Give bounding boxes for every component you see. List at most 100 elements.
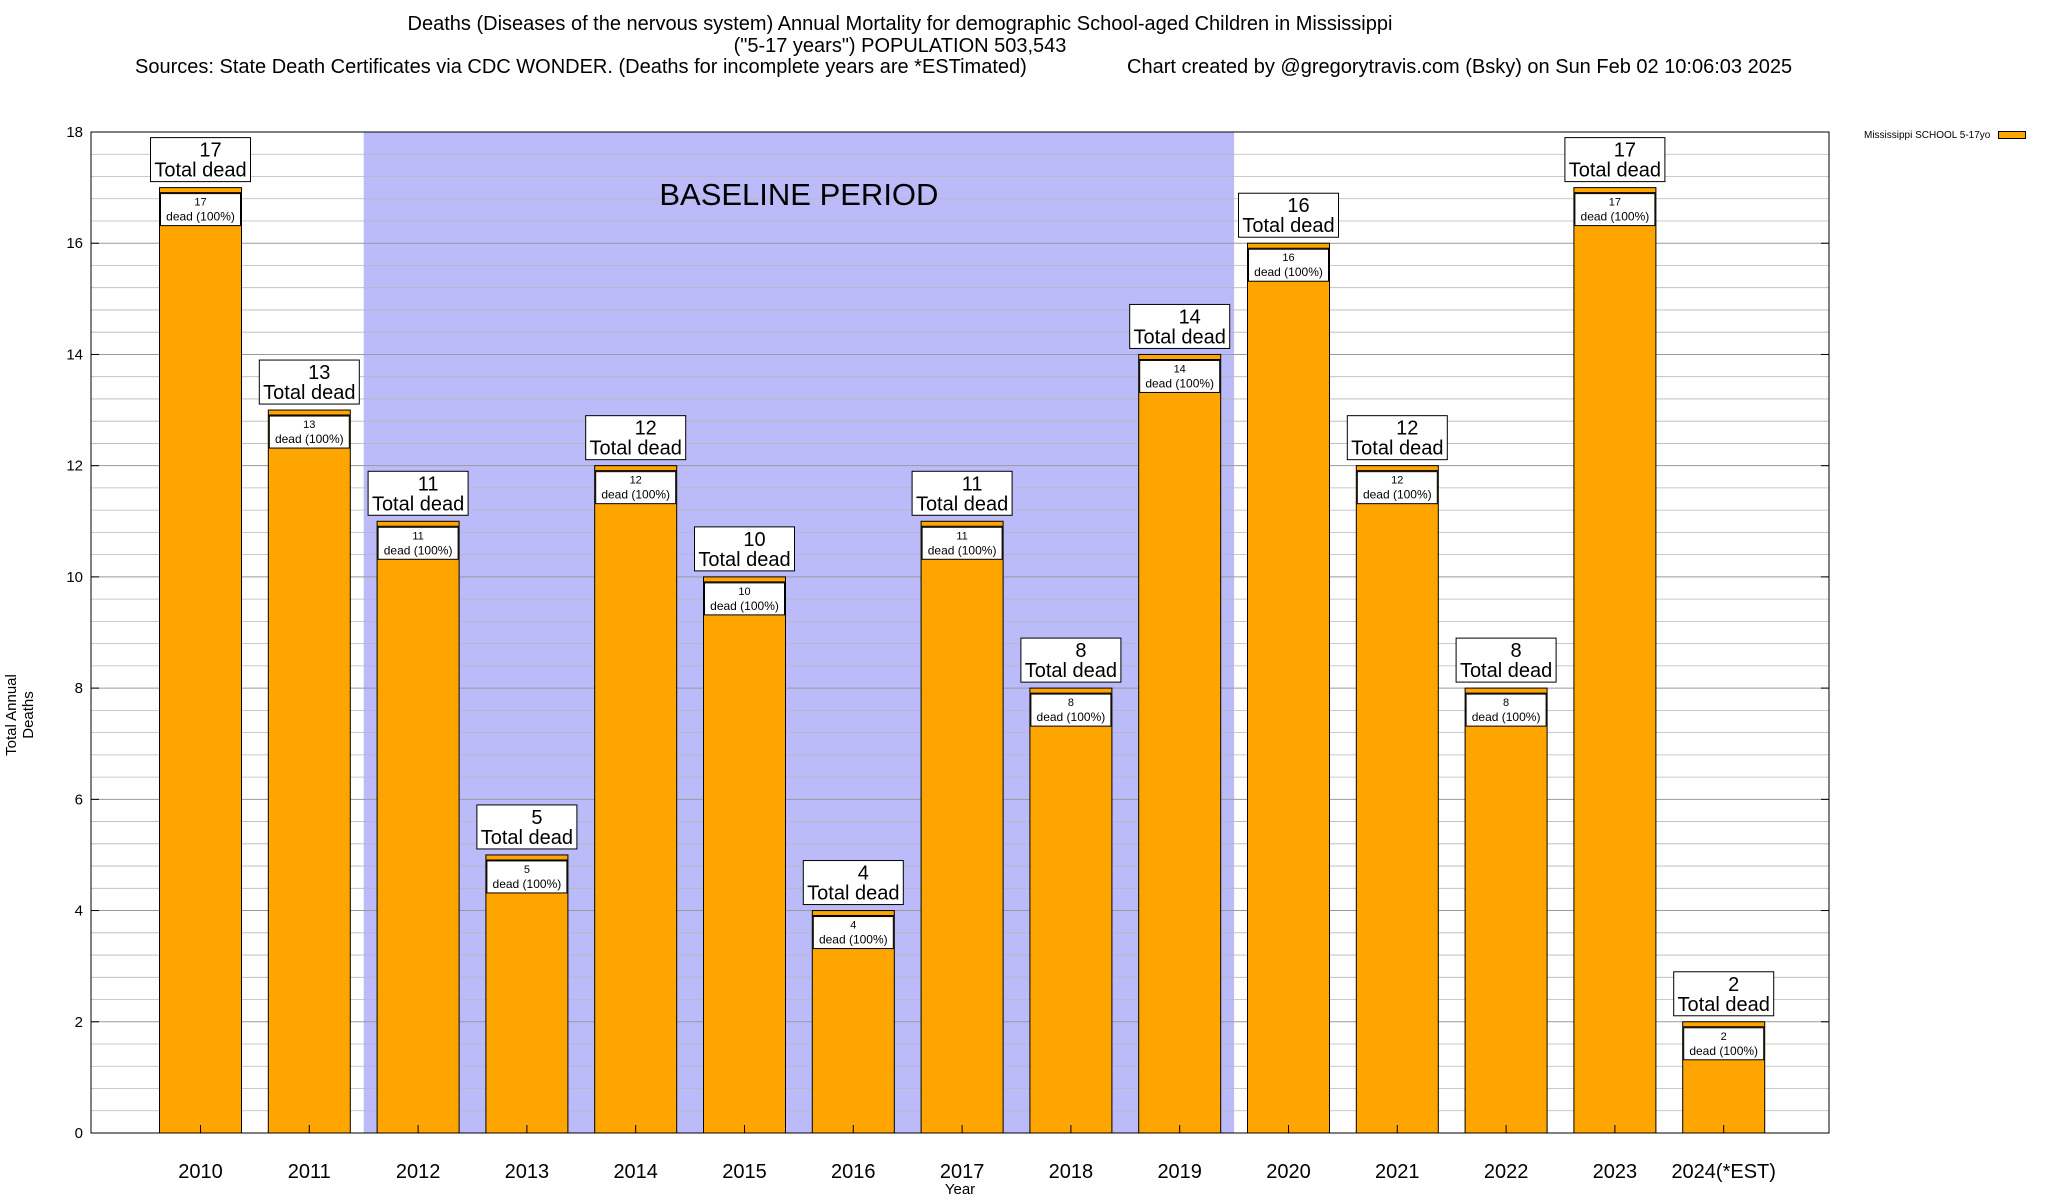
x-tick-label: 2016 bbox=[831, 1161, 876, 1183]
segment-percent-label: dead (100%) bbox=[166, 210, 235, 224]
segment-count-label: 8 bbox=[1503, 697, 1509, 709]
bar bbox=[376, 520, 460, 1134]
bar bbox=[267, 409, 351, 1134]
x-tick-label: 2012 bbox=[396, 1161, 441, 1183]
chart-sources: Sources: State Death Certificates via CD… bbox=[135, 56, 1027, 78]
x-tick-label: 2014 bbox=[613, 1161, 658, 1183]
total-dead-label: Total dead bbox=[1025, 660, 1117, 682]
y-tick-label: 16 bbox=[66, 235, 83, 252]
segment-count-label: 2 bbox=[1721, 1031, 1727, 1043]
y-tick-label: 4 bbox=[75, 903, 83, 920]
bar bbox=[1573, 187, 1657, 1134]
segment-label-box bbox=[486, 860, 568, 894]
total-dead-label: Total dead bbox=[807, 883, 899, 905]
segment-count-label: 12 bbox=[1391, 475, 1403, 487]
total-count-label: 17 bbox=[199, 140, 221, 162]
segment-count-label: 17 bbox=[1609, 197, 1621, 209]
baseline-period-label: BASELINE PERIOD bbox=[659, 177, 938, 212]
segment-percent-label: dead (100%) bbox=[1254, 265, 1323, 279]
y-tick-label: 8 bbox=[75, 680, 83, 697]
x-tick-label: 2013 bbox=[505, 1161, 550, 1183]
total-label-box bbox=[1564, 137, 1666, 183]
total-label-box bbox=[1455, 637, 1557, 683]
total-dead-label: Total dead bbox=[481, 827, 573, 849]
x-tick-label: 2011 bbox=[288, 1161, 331, 1183]
segment-percent-label: dead (100%) bbox=[928, 543, 997, 557]
total-label-box bbox=[1673, 971, 1775, 1017]
segment-label-box bbox=[1139, 359, 1221, 393]
x-tick-label: 2017 bbox=[940, 1161, 985, 1183]
segment-percent-label: dead (100%) bbox=[1145, 376, 1214, 390]
plot-frame bbox=[90, 131, 1830, 1134]
segment-label-box bbox=[812, 916, 894, 950]
total-count-label: 11 bbox=[418, 473, 439, 495]
total-label-box bbox=[1129, 303, 1231, 349]
total-count-label: 11 bbox=[962, 473, 983, 495]
segment-percent-label: dead (100%) bbox=[1689, 1044, 1758, 1058]
x-tick-label: 2021 bbox=[1375, 1161, 1420, 1183]
legend: Mississippi SCHOOL 5-17yo bbox=[1864, 130, 2027, 141]
bar bbox=[485, 854, 569, 1134]
segment-count-label: 16 bbox=[1282, 252, 1294, 264]
total-count-label: 5 bbox=[531, 807, 542, 829]
segment-label-box bbox=[1030, 693, 1112, 727]
total-count-label: 16 bbox=[1287, 195, 1309, 217]
segment-count-label: 17 bbox=[194, 197, 206, 209]
bar bbox=[1029, 687, 1113, 1134]
x-tick-label: 2020 bbox=[1266, 1161, 1311, 1183]
total-count-label: 12 bbox=[1396, 418, 1418, 440]
total-dead-label: Total dead bbox=[916, 493, 1008, 515]
x-tick-label: 2018 bbox=[1049, 1161, 1094, 1183]
total-label-box bbox=[367, 470, 469, 516]
segment-percent-label: dead (100%) bbox=[493, 877, 562, 891]
legend-label: Mississippi SCHOOL 5-17yo bbox=[1864, 130, 1991, 141]
total-dead-label: Total dead bbox=[1569, 160, 1661, 182]
bar bbox=[703, 576, 786, 1134]
total-count-label: 8 bbox=[1511, 640, 1522, 662]
segment-percent-label: dead (100%) bbox=[1037, 710, 1106, 724]
segment-label-box bbox=[921, 526, 1003, 560]
total-dead-label: Total dead bbox=[263, 382, 355, 404]
segment-label-box bbox=[1356, 471, 1438, 505]
total-dead-label: Total dead bbox=[372, 493, 464, 515]
total-label-box bbox=[1346, 415, 1448, 461]
total-count-label: 17 bbox=[1614, 140, 1636, 162]
bar bbox=[1464, 687, 1548, 1134]
bar bbox=[159, 187, 242, 1134]
segment-label-box bbox=[704, 582, 785, 616]
total-label-box bbox=[802, 860, 904, 906]
bar bbox=[920, 520, 1004, 1134]
segment-label-box bbox=[268, 415, 350, 449]
total-dead-label: Total dead bbox=[698, 549, 790, 571]
total-dead-label: Total dead bbox=[1242, 215, 1334, 237]
total-label-box bbox=[150, 137, 251, 183]
y-tick-label: 2 bbox=[75, 1014, 83, 1031]
segment-count-label: 10 bbox=[738, 586, 750, 598]
segment-label-box bbox=[377, 526, 459, 560]
y-tick-label: 6 bbox=[75, 791, 83, 808]
total-dead-label: Total dead bbox=[1678, 994, 1770, 1016]
segment-count-label: 8 bbox=[1068, 697, 1074, 709]
segment-percent-label: dead (100%) bbox=[710, 599, 779, 613]
chart-credit: Chart created by @gregorytravis.com (Bsk… bbox=[1127, 56, 1793, 78]
segment-label-box bbox=[1465, 693, 1547, 727]
chart-subtitle-population: ("5-17 years") POPULATION 503,543 bbox=[733, 35, 1067, 57]
segment-label-box bbox=[1248, 248, 1329, 282]
segment-count-label: 4 bbox=[850, 920, 856, 932]
total-count-label: 12 bbox=[635, 418, 657, 440]
segment-label-box bbox=[595, 471, 677, 505]
total-dead-label: Total dead bbox=[154, 160, 246, 182]
y-tick-label: 12 bbox=[66, 458, 83, 475]
total-label-box bbox=[476, 804, 578, 850]
x-tick-label: 2023 bbox=[1593, 1161, 1638, 1183]
total-label-box bbox=[585, 415, 687, 461]
bar bbox=[1355, 465, 1439, 1134]
total-label-box bbox=[694, 526, 795, 572]
chart-title: Deaths (Diseases of the nervous system) … bbox=[407, 13, 1393, 35]
total-label-box bbox=[911, 470, 1013, 516]
total-dead-label: Total dead bbox=[1460, 660, 1552, 682]
x-tick-label: 2022 bbox=[1484, 1161, 1529, 1183]
y-tick-label: 10 bbox=[66, 569, 83, 586]
total-label-box bbox=[1238, 192, 1339, 238]
